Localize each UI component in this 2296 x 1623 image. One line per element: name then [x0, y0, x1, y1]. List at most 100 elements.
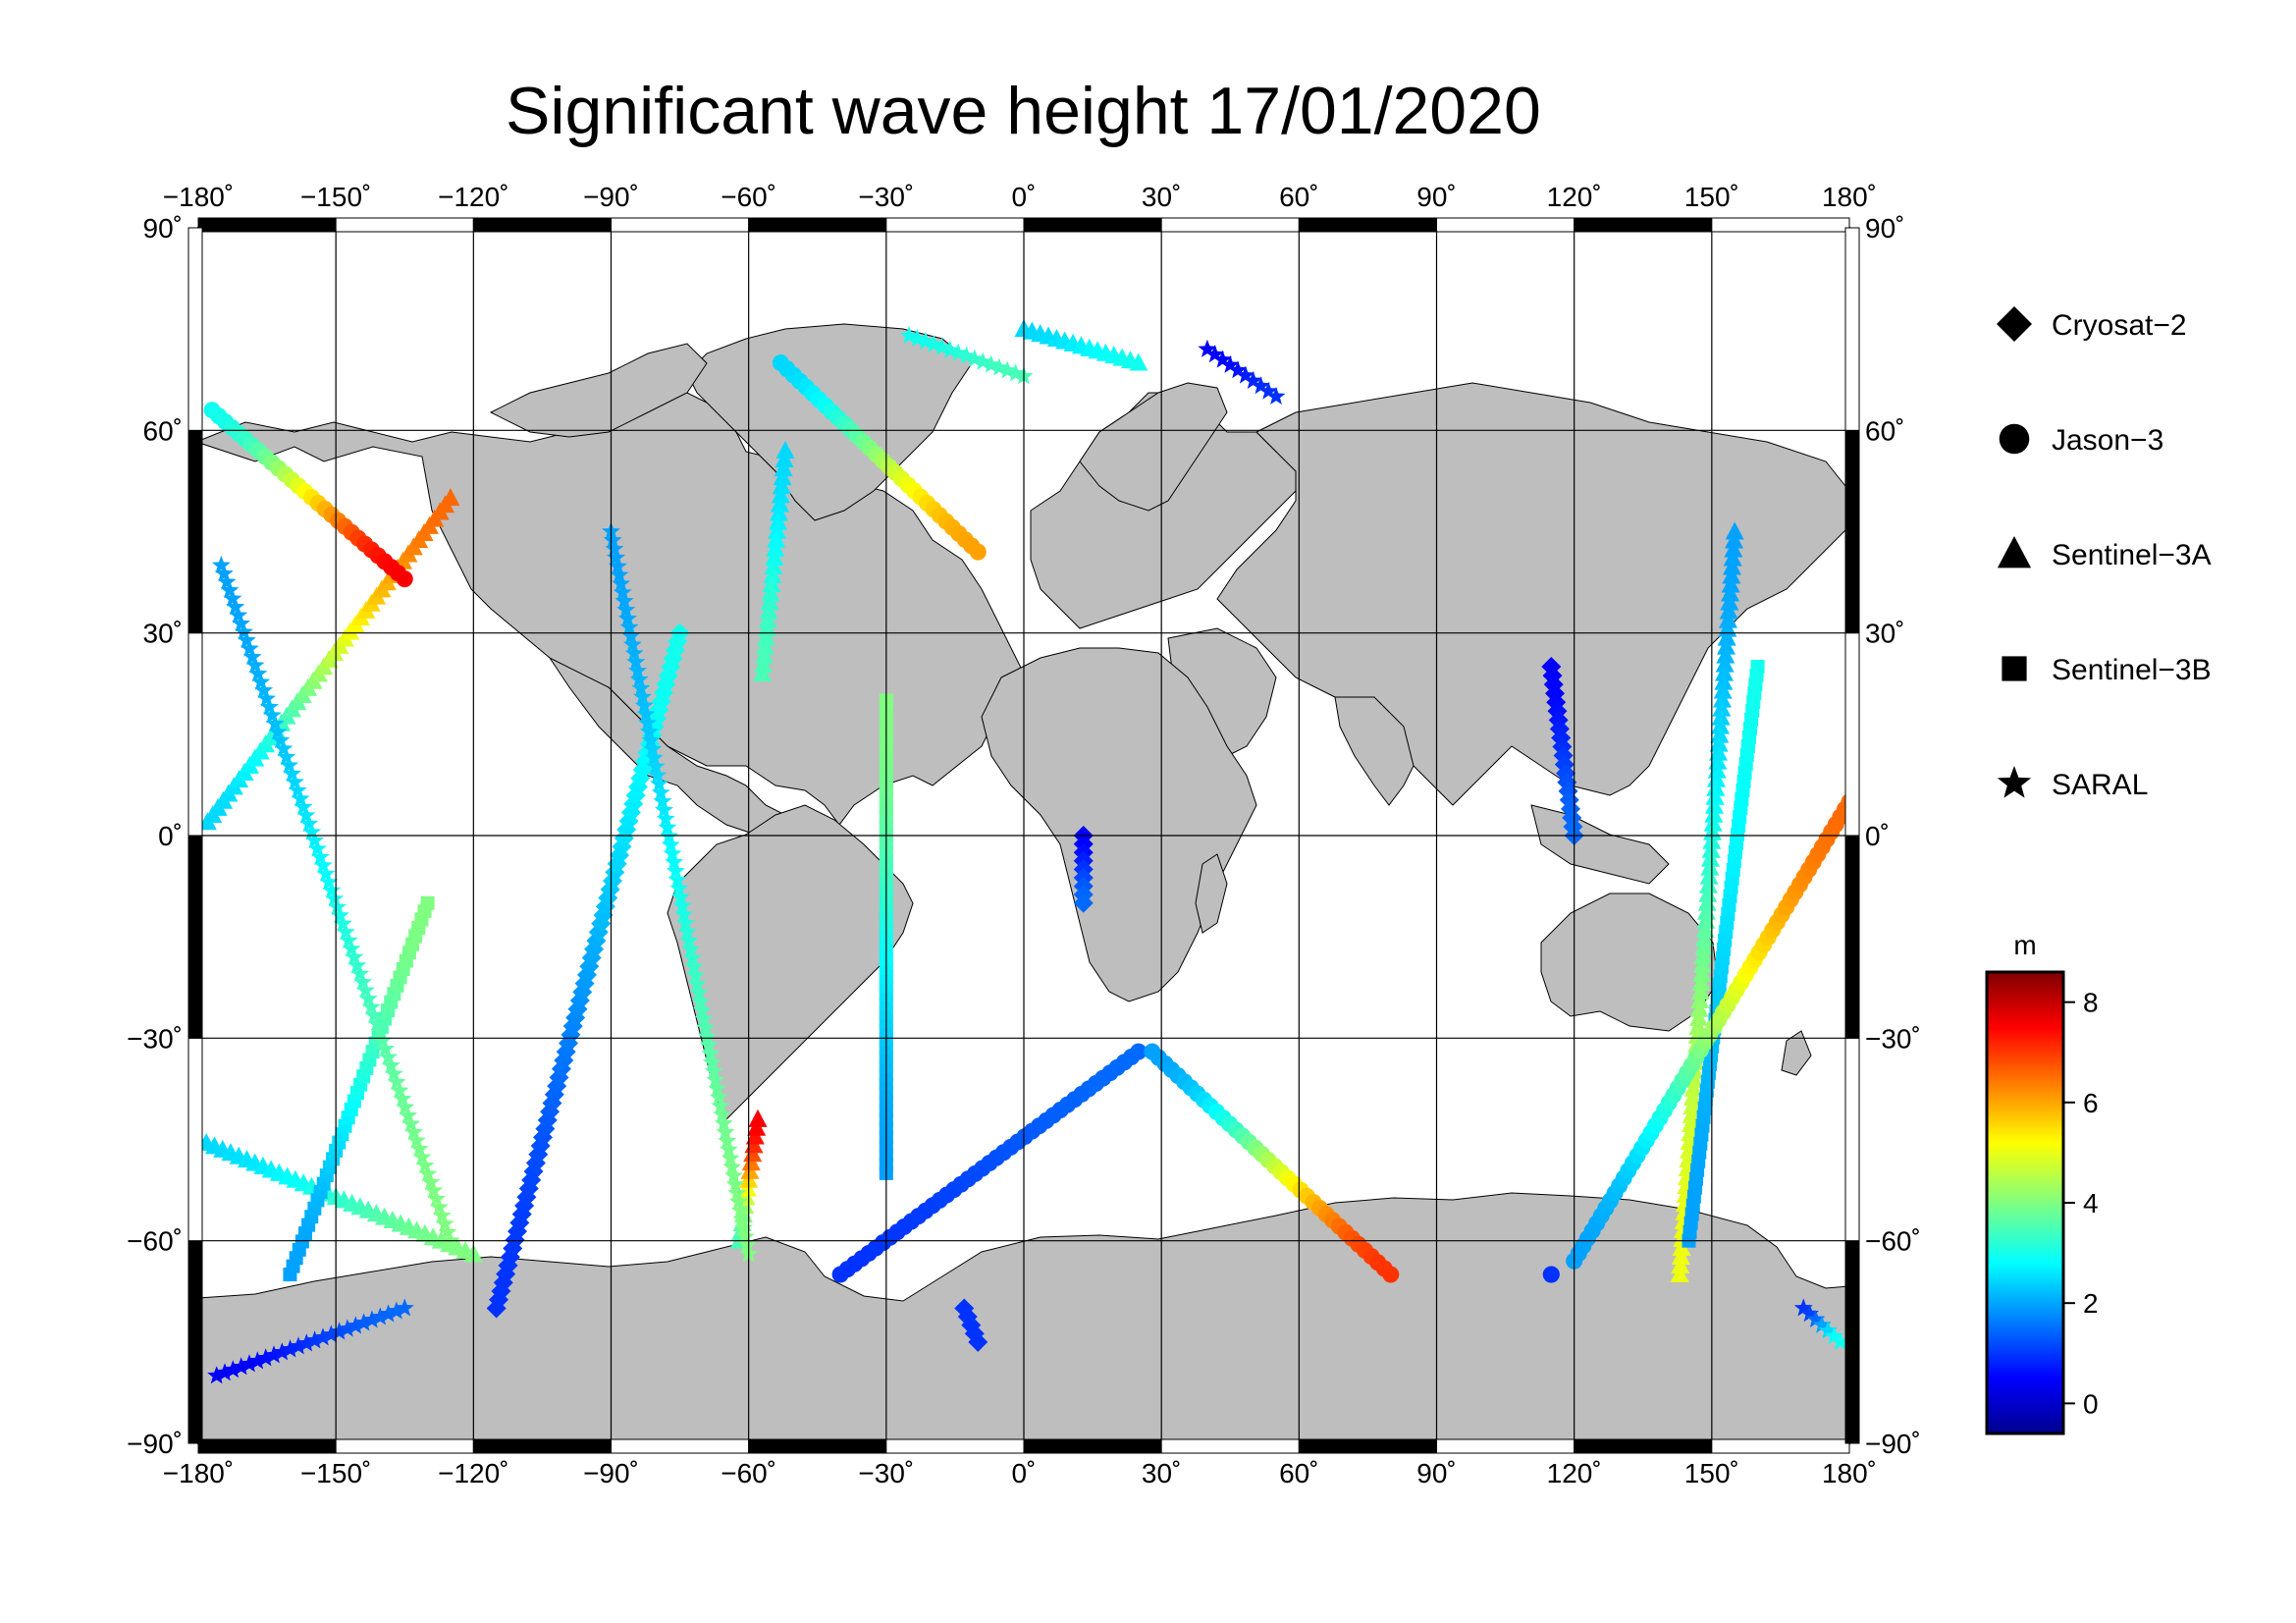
- track-point-star: [441, 1230, 460, 1249]
- track-point-star: [362, 1310, 382, 1328]
- track-point-star: [667, 870, 687, 889]
- track-point-star: [1236, 365, 1255, 384]
- track-point-star: [605, 539, 624, 558]
- track-point-star: [716, 1122, 735, 1141]
- track-point-star: [381, 1055, 400, 1074]
- track-point-triangle: [1712, 698, 1732, 717]
- africa-landmass: [981, 647, 1257, 1002]
- colorbar: m 0 2 4 6 8: [1985, 930, 2099, 1435]
- track-point-star: [633, 687, 653, 706]
- track-point-star: [330, 1322, 349, 1340]
- track-point-star: [737, 1235, 757, 1254]
- lat-tick-label-left: −90˚: [127, 1429, 183, 1459]
- map-frame: [187, 217, 1860, 1454]
- track-point-triangle: [770, 503, 789, 521]
- track-point-star: [709, 1087, 728, 1106]
- track-point-star: [257, 688, 276, 707]
- track-point-triangle: [1708, 751, 1728, 770]
- track-point-triangle: [764, 556, 783, 574]
- track-point-star: [1244, 370, 1263, 389]
- lon-tick-label-top: −30˚: [858, 182, 914, 212]
- track-point-star: [636, 704, 656, 723]
- track-point-star: [687, 974, 707, 993]
- track-point-star: [321, 1325, 341, 1343]
- track-point-star: [982, 354, 1001, 373]
- track-point-diamond: [1073, 893, 1094, 913]
- track-point-star: [215, 1363, 235, 1381]
- track-point-circle: [1382, 1266, 1400, 1283]
- track-point-star: [641, 730, 661, 749]
- track-point-triangle: [771, 485, 790, 504]
- track-point-star: [217, 571, 237, 590]
- track-point-star: [679, 931, 699, 949]
- star-legend-icon: [1997, 766, 2032, 798]
- track-point-star: [379, 1304, 399, 1323]
- lat-tick-label-left: −30˚: [127, 1023, 183, 1054]
- track-point-star: [655, 800, 674, 819]
- track-point-star: [262, 705, 282, 724]
- track-point-star: [336, 922, 355, 941]
- track-point-triangle: [1721, 583, 1740, 602]
- track-point-star: [916, 331, 935, 350]
- track-point-star: [240, 1354, 259, 1373]
- track-point-star: [933, 337, 952, 355]
- track-point-star: [207, 1366, 227, 1384]
- track-point-star: [616, 600, 636, 619]
- track-point-star: [965, 349, 985, 367]
- bottom-border-segment: [611, 1438, 750, 1454]
- track-point-star: [247, 1351, 267, 1370]
- top-border-segment: [472, 217, 613, 233]
- lon-tick-label-bottom: 60˚: [1279, 1458, 1318, 1488]
- track-point-star: [948, 343, 968, 361]
- right-border-segment: [1844, 429, 1860, 634]
- track-point-star: [395, 1298, 414, 1317]
- right-border-segment: [1844, 1037, 1860, 1242]
- track-point-triangle: [1709, 733, 1729, 752]
- track-point-star: [1824, 1326, 1843, 1345]
- track-point-star: [1213, 350, 1232, 368]
- track-point-triangle: [1683, 1078, 1703, 1097]
- track-point-star: [686, 965, 706, 984]
- track-point-star: [622, 634, 642, 653]
- track-point-star: [1251, 376, 1270, 395]
- lon-tick-label-bottom: −120˚: [438, 1458, 508, 1488]
- track-point-triangle: [769, 512, 788, 530]
- track-point-star: [302, 822, 322, 840]
- top-border-segment: [748, 217, 887, 233]
- diamond-legend-icon: [1997, 306, 2032, 342]
- left-border-segment: [187, 1240, 203, 1444]
- track-point-triangle: [1705, 795, 1725, 814]
- track-point-triangle: [774, 459, 793, 477]
- track-point-triangle: [767, 529, 786, 548]
- track-point-triangle: [1710, 725, 1730, 743]
- top-border-segment: [885, 217, 1025, 233]
- track-point-triangle: [1694, 928, 1714, 947]
- track-point-triangle: [1706, 778, 1726, 796]
- track-point-star: [691, 992, 711, 1010]
- track-point-star: [296, 805, 316, 824]
- track-point-triangle: [1704, 804, 1724, 823]
- track-point-star: [254, 680, 274, 699]
- track-point-star: [264, 1345, 284, 1364]
- track-point-triangle: [1692, 954, 1712, 973]
- track-point-star: [342, 939, 361, 957]
- track-point-star: [703, 1053, 721, 1071]
- track-point-triangle: [753, 663, 773, 681]
- track-point-star: [644, 748, 664, 767]
- track-point-triangle: [759, 601, 778, 620]
- bottom-border-segment: [885, 1438, 1025, 1454]
- track-point-star: [353, 972, 373, 991]
- track-point-triangle: [748, 1109, 768, 1127]
- track-point-star: [721, 1148, 740, 1166]
- track-point-triangle: [1695, 919, 1715, 938]
- lon-tick-label-bottom: −30˚: [858, 1458, 914, 1488]
- track-point-triangle: [1694, 937, 1714, 955]
- track-point-triangle: [1723, 548, 1742, 567]
- track-point-star: [1266, 386, 1286, 405]
- lat-tick-label-left: 60˚: [143, 415, 183, 446]
- track-point-star: [232, 1357, 251, 1376]
- scandinavia-landmass: [1079, 382, 1228, 512]
- track-point-star: [325, 889, 345, 907]
- track-point-star: [387, 1301, 406, 1320]
